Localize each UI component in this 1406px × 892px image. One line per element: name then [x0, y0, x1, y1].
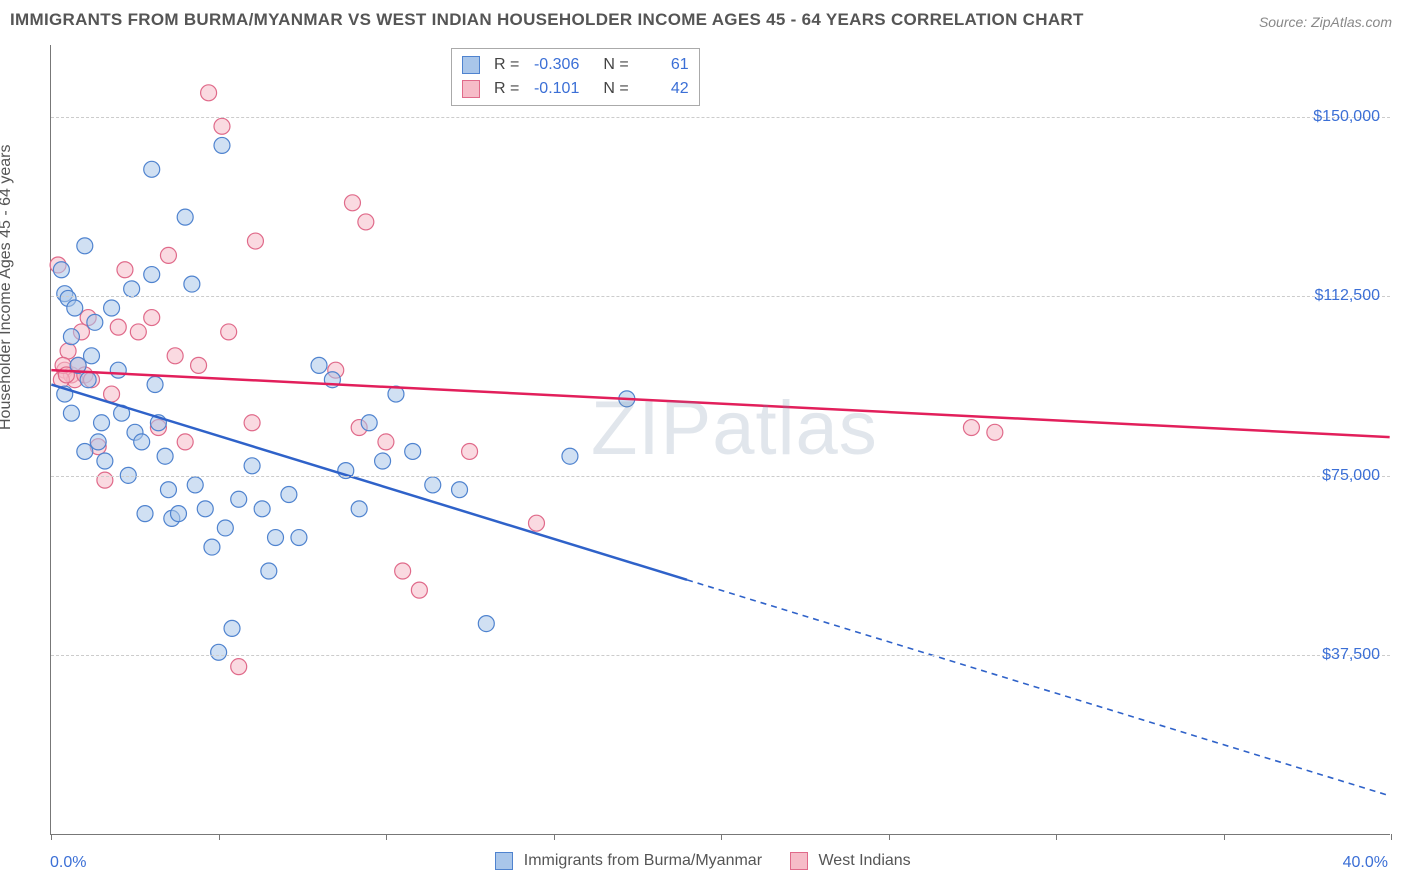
legend-row-pink: R = -0.101 N = 42 — [462, 77, 689, 101]
scatter-svg — [51, 45, 1390, 834]
legend-item-blue: Immigrants from Burma/Myanmar — [495, 852, 762, 870]
r-value: -0.101 — [527, 77, 579, 101]
n-value: 61 — [637, 53, 689, 77]
x-tick — [386, 834, 387, 840]
x-tick — [1056, 834, 1057, 840]
x-tick — [554, 834, 555, 840]
swatch-blue — [462, 56, 480, 74]
swatch-pink — [462, 80, 480, 98]
chart-title: IMMIGRANTS FROM BURMA/MYANMAR VS WEST IN… — [10, 10, 1084, 30]
n-label: N = — [603, 53, 628, 77]
y-tick-label: $75,000 — [1322, 467, 1380, 485]
x-tick — [1224, 834, 1225, 840]
x-tick — [51, 834, 52, 840]
y-axis-label: Householder Income Ages 45 - 64 years — [0, 145, 15, 431]
legend-item-pink: West Indians — [790, 852, 911, 870]
x-tick — [889, 834, 890, 840]
legend-label: Immigrants from Burma/Myanmar — [524, 852, 762, 869]
x-tick — [1391, 834, 1392, 840]
swatch-pink — [790, 852, 808, 870]
r-label: R = — [494, 53, 519, 77]
n-value: 42 — [637, 77, 689, 101]
gridline — [51, 655, 1390, 656]
gridline — [51, 117, 1390, 118]
legend-row-blue: R = -0.306 N = 61 — [462, 53, 689, 77]
legend-label: West Indians — [818, 852, 910, 869]
swatch-blue — [495, 852, 513, 870]
gridline — [51, 476, 1390, 477]
y-tick-label: $112,500 — [1314, 287, 1380, 305]
source-attribution: Source: ZipAtlas.com — [1259, 14, 1392, 30]
r-value: -0.306 — [527, 53, 579, 77]
plot-area: ZIPatlas R = -0.306 N = 61 R = -0.101 N … — [50, 45, 1390, 835]
y-tick-label: $150,000 — [1313, 108, 1380, 126]
n-label: N = — [603, 77, 628, 101]
r-label: R = — [494, 77, 519, 101]
x-tick — [219, 834, 220, 840]
gridline — [51, 296, 1390, 297]
y-tick-label: $37,500 — [1322, 646, 1380, 664]
series-legend: Immigrants from Burma/Myanmar West India… — [0, 852, 1406, 870]
correlation-legend: R = -0.306 N = 61 R = -0.101 N = 42 — [451, 48, 700, 106]
x-tick — [721, 834, 722, 840]
